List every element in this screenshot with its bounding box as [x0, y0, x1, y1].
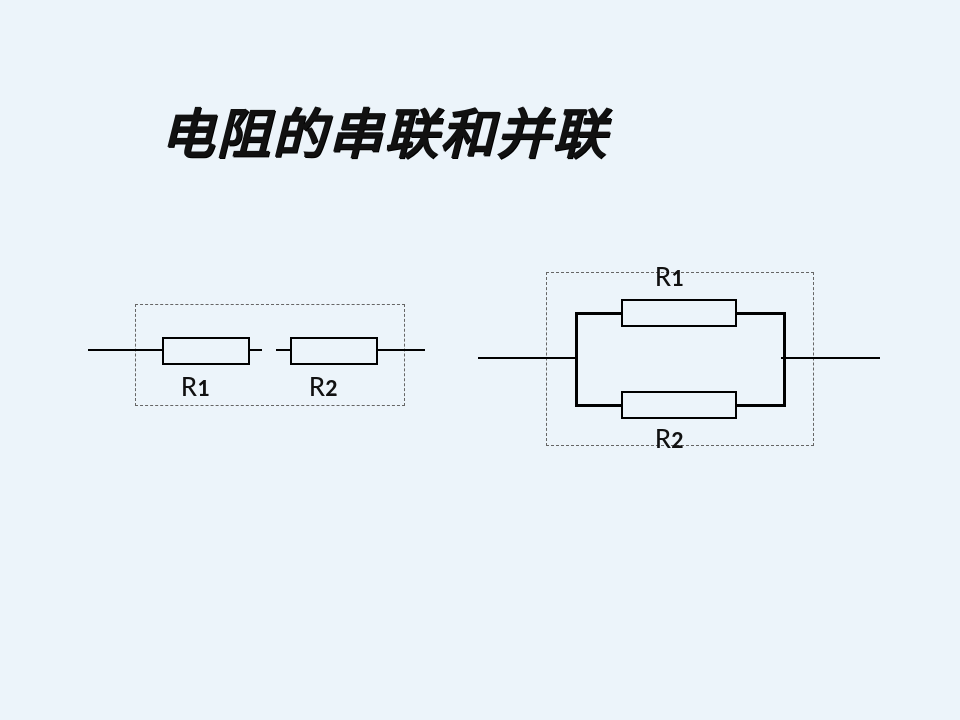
parallel-resistor-r1 [621, 299, 737, 327]
parallel-resistor-r2 [621, 391, 737, 419]
parallel-label-r2: R2 [655, 420, 683, 457]
label-sub: 2 [671, 426, 683, 455]
parallel-lead-left [478, 357, 578, 360]
series-label-r1: R1 [181, 368, 209, 405]
page-title: 电阻的串联和并联 [160, 90, 608, 169]
parallel-label-r1: R1 [655, 258, 683, 295]
series-resistor-r2 [290, 337, 378, 365]
parallel-vert-right [783, 312, 786, 407]
label-sub: 1 [197, 374, 209, 403]
parallel-vert-left [575, 312, 578, 407]
series-label-r2: R2 [309, 368, 337, 405]
label-r: R [309, 368, 325, 405]
label-sub: 1 [671, 264, 683, 293]
series-resistor-r1 [162, 337, 250, 365]
parallel-lead-right [781, 357, 881, 360]
label-r: R [655, 258, 671, 295]
label-r: R [181, 368, 197, 405]
label-r: R [655, 420, 671, 457]
label-sub: 2 [325, 374, 337, 403]
